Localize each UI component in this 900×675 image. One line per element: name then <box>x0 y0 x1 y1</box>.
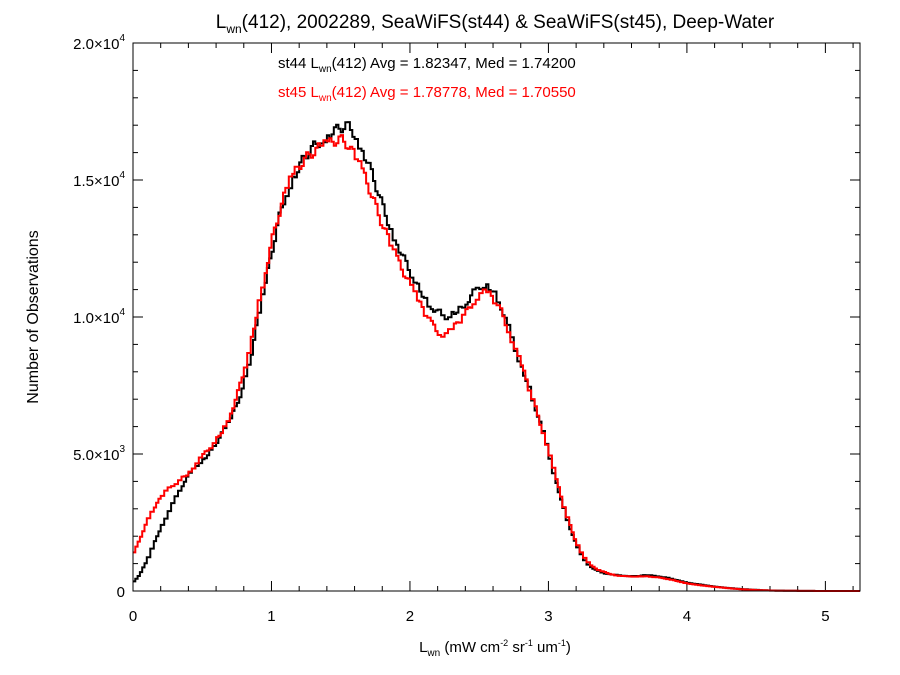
x-tick-labels: 0 1 2 3 4 5 <box>129 608 830 625</box>
x-axis-label-subscript: wn <box>426 648 440 659</box>
annotation-st44-subscript: wn <box>318 64 332 75</box>
x-axis-label-sr: sr <box>508 639 525 656</box>
y-tick-exponent: 4 <box>119 170 125 181</box>
x-axis-label-sup3: -1 <box>558 638 566 648</box>
y-tick-exponent: 3 <box>119 444 125 455</box>
y-axis-label: Number of Observations <box>25 230 42 403</box>
chart-title-main: L <box>216 12 227 33</box>
y-tick-mantissa: 5.0×10 <box>73 447 119 464</box>
annotation-st45-subscript: wn <box>318 93 332 104</box>
y-tick-exponent: 4 <box>119 33 125 44</box>
axis-ticks <box>132 42 860 592</box>
plot-frame <box>132 42 861 592</box>
x-tick-label: 2 <box>406 608 414 625</box>
annotation-st45-prefix: st45 L <box>278 84 319 101</box>
series-st44-line <box>133 121 860 592</box>
chart-title-rest: (412), 2002289, SeaWiFS(st44) & SeaWiFS(… <box>242 12 775 33</box>
x-axis-label-sup2: -1 <box>525 638 533 648</box>
x-tick-label: 4 <box>683 608 691 625</box>
y-tick-mantissa: 1.0×10 <box>73 310 119 327</box>
annotation-st45: st45 Lwn(412) Avg = 1.78778, Med = 1.705… <box>278 84 576 104</box>
y-tick-label: 0 <box>117 584 125 601</box>
y-tick-label: 5.0×103 <box>73 444 125 464</box>
x-axis-label-um: um <box>533 639 558 656</box>
series-st45-line <box>133 134 860 592</box>
chart-title: Lwn(412), 2002289, SeaWiFS(st44) & SeaWi… <box>216 12 775 36</box>
x-axis-label-close: ) <box>566 639 571 656</box>
x-tick-label: 1 <box>267 608 275 625</box>
annotation-st44-rest: (412) Avg = 1.82347, Med = 1.74200 <box>332 55 576 72</box>
y-tick-exponent: 4 <box>119 307 125 318</box>
y-tick-label: 1.0×104 <box>73 307 125 327</box>
x-tick-label: 0 <box>129 608 137 625</box>
x-axis-label-units: (mW cm <box>440 639 500 656</box>
chart-title-subscript: wn <box>225 22 241 36</box>
annotation-st44: st44 Lwn(412) Avg = 1.82347, Med = 1.742… <box>278 55 576 75</box>
y-tick-mantissa: 0 <box>117 584 125 601</box>
annotation-st45-rest: (412) Avg = 1.78778, Med = 1.70550 <box>332 84 576 101</box>
y-tick-label: 1.5×104 <box>73 170 125 190</box>
y-tick-mantissa: 1.5×10 <box>73 173 119 190</box>
x-axis-label: Lwn (mW cm-2 sr-1 um-1) <box>419 638 571 659</box>
y-tick-label: 2.0×104 <box>73 33 125 53</box>
y-tick-mantissa: 2.0×10 <box>73 36 119 53</box>
x-axis-label-sup1: -2 <box>500 638 508 648</box>
annotation-st44-prefix: st44 L <box>278 55 319 72</box>
x-tick-label: 3 <box>544 608 552 625</box>
series-lines <box>133 121 860 592</box>
x-axis-label-main: L <box>419 639 427 656</box>
x-tick-label: 5 <box>821 608 829 625</box>
